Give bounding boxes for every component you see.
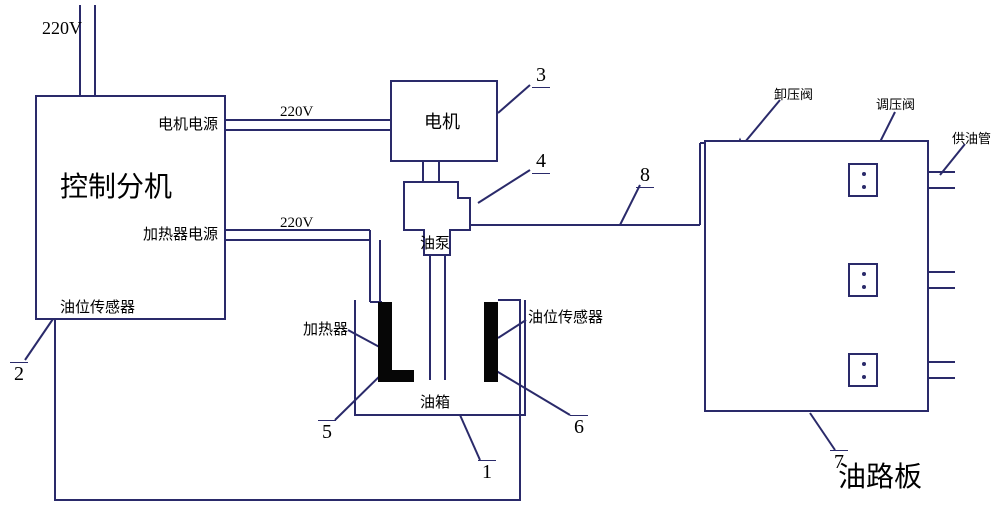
motor-wire-220v-label: 220V (280, 104, 313, 121)
pump-label: 油泵 (420, 232, 450, 253)
callout-7: 7 (830, 450, 848, 474)
oil-level-sensor-element (484, 302, 498, 382)
heater-element-horizontal (378, 370, 414, 382)
regulator-valve-label: 调压阀 (876, 94, 915, 113)
motor-label: 电机 (424, 108, 460, 134)
controller-title: 控制分机 (60, 165, 172, 205)
heater-power-port-label: 加热器电源 (143, 223, 218, 244)
power-input-label: 220V (42, 18, 82, 39)
heater-label: 加热器 (303, 318, 348, 339)
supply-pipe-label: 供油管 (952, 128, 991, 147)
controller-sensor-port-label: 油位传感器 (60, 296, 135, 317)
callout-8: 8 (636, 164, 654, 188)
regulator-valve-1 (848, 163, 878, 197)
tank-label: 油箱 (420, 391, 450, 412)
heater-wire-220v-label: 220V (280, 215, 313, 232)
callout-1: 1 (478, 460, 496, 484)
regulator-valve-3 (848, 353, 878, 387)
oil-system-diagram: 220V 控制分机 电机电源 加热器电源 油位传感器 220V 220V 电机 … (0, 0, 1000, 510)
oil-circuit-board-box (704, 140, 929, 412)
pump-shaft (404, 180, 412, 200)
relief-valve-label: 卸压阀 (774, 84, 813, 103)
callout-4: 4 (532, 150, 550, 174)
callout-2: 2 (10, 362, 28, 386)
motor-power-port-label: 电机电源 (158, 113, 218, 134)
regulator-valve-2 (848, 263, 878, 297)
callout-5: 5 (318, 420, 336, 444)
callout-3: 3 (532, 64, 550, 88)
callout-6: 6 (570, 415, 588, 439)
oil-circuit-board-title: 油路板 (838, 455, 922, 495)
oil-level-sensor-label: 油位传感器 (528, 306, 603, 327)
